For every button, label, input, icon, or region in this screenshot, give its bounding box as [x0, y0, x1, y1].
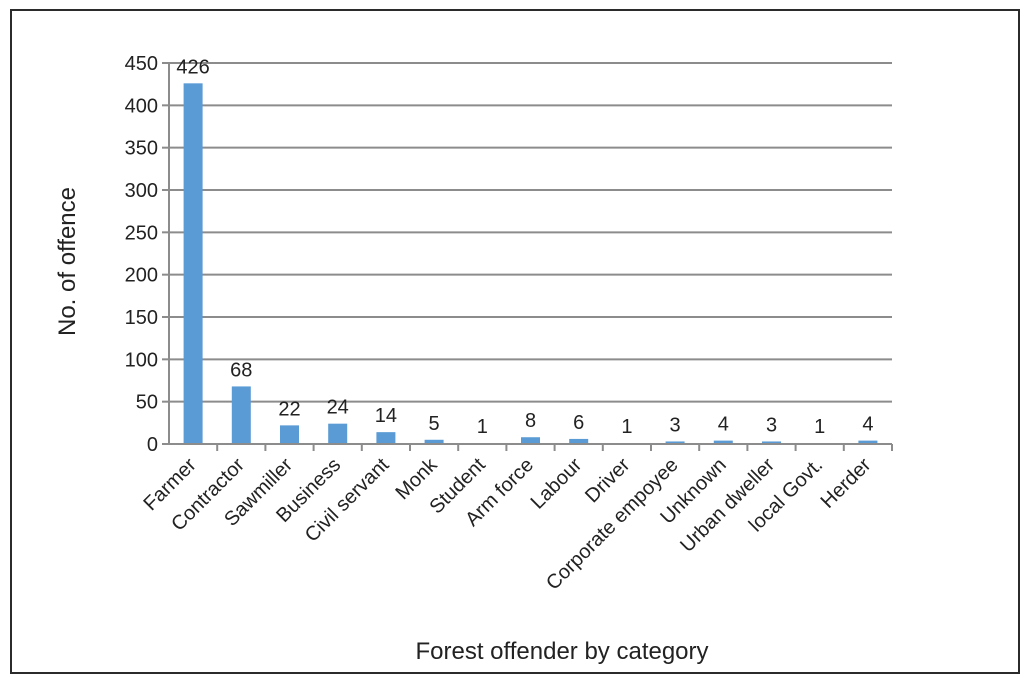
data-label: 4 [862, 414, 873, 436]
data-label: 3 [766, 414, 777, 436]
bar [665, 441, 685, 444]
bar [376, 432, 396, 444]
data-label: 1 [477, 416, 488, 438]
data-label: 68 [230, 359, 252, 381]
chart-frame: 0 50 100 150 200 250 300 350 400 450 426 68 22 24 14 5… [10, 9, 1020, 674]
bar [858, 440, 878, 444]
y-tick-label: 150 [125, 307, 158, 329]
bar [424, 439, 444, 444]
x-axis-title: Forest offender by category [415, 638, 708, 665]
y-tick-label: 100 [125, 349, 158, 371]
bar [328, 423, 348, 444]
bar [713, 440, 733, 444]
x-tick-label: Herder [817, 454, 876, 513]
y-tick-label: 250 [125, 222, 158, 244]
y-tick-label: 450 [125, 53, 158, 75]
y-axis-title: No. of offence [54, 187, 81, 336]
bar [521, 437, 540, 444]
data-label: 1 [621, 416, 632, 438]
bar [762, 441, 781, 444]
x-tick-label: Labour [527, 454, 587, 514]
bar [569, 438, 589, 444]
y-tick-label: 0 [147, 434, 158, 456]
data-label: 426 [176, 56, 209, 78]
y-tick-label: 200 [125, 265, 158, 287]
bar [231, 386, 251, 444]
bar [280, 425, 299, 444]
data-label: 4 [718, 414, 729, 436]
y-tick-label: 400 [125, 95, 158, 117]
data-label: 8 [525, 410, 536, 432]
y-tick-label: 300 [125, 180, 158, 202]
y-axis-ticks: 0 50 100 150 200 250 300 350 400 450 [125, 53, 169, 456]
bars [183, 83, 878, 444]
data-label: 14 [375, 405, 397, 427]
y-tick-label: 50 [136, 392, 158, 414]
data-label: 5 [429, 413, 440, 435]
data-label: 22 [278, 398, 300, 420]
bar [183, 83, 203, 444]
data-label: 24 [327, 397, 349, 419]
data-label: 1 [814, 416, 825, 438]
data-label: 3 [670, 414, 681, 436]
gridlines [169, 62, 892, 403]
data-label: 6 [573, 412, 584, 434]
y-tick-label: 350 [125, 138, 158, 160]
